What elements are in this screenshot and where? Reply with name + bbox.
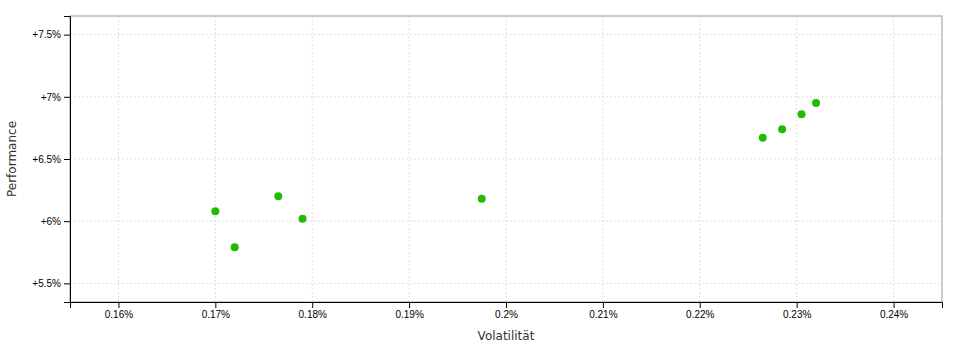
x-axis-tick-label: 0.22% xyxy=(686,309,714,320)
x-axis-tick-mark xyxy=(312,302,313,308)
x-axis-tick: 0.24% xyxy=(880,302,908,320)
x-axis-tick-label: 0.17% xyxy=(202,309,230,320)
point xyxy=(211,207,219,215)
y-axis-title: Performance xyxy=(5,121,19,197)
x-axis-tick-mark xyxy=(700,302,701,308)
x-axis-tick-mark xyxy=(215,302,216,308)
x-axis-tick-label: 0.2% xyxy=(495,309,518,320)
y-axis-tick: +7% xyxy=(41,92,70,103)
x-axis-tick-mark xyxy=(506,302,507,308)
x-axis-line xyxy=(71,303,943,309)
x-axis-tick-label: 0.19% xyxy=(395,309,423,320)
y-axis-tick: +5.5% xyxy=(32,278,70,289)
point xyxy=(478,195,486,203)
y-axis-tick-mark xyxy=(64,283,70,284)
x-axis-tick-label: 0.16% xyxy=(105,309,133,320)
grid-line-x xyxy=(409,16,410,302)
grid-line-x xyxy=(796,16,797,302)
x-axis-tick: 0.18% xyxy=(299,302,327,320)
grid-line-y xyxy=(70,34,942,35)
x-axis: 0.16% 0.17% 0.18% 0.19% 0.2% 0.21% 0.22% 0.23% 0… xyxy=(71,302,943,320)
x-axis-tick-mark xyxy=(603,302,604,308)
y-axis-tick-mark xyxy=(64,35,70,36)
y-axis-line xyxy=(64,17,71,303)
y-axis-tick: +6% xyxy=(41,216,70,227)
plot: 0.16% 0.17% 0.18% 0.19% 0.2% 0.21% 0.22% 0.23% 0… xyxy=(32,16,942,320)
x-axis-tick: 0.23% xyxy=(783,302,811,320)
plot-frame xyxy=(70,16,942,302)
grid-line-y xyxy=(70,283,942,284)
y-axis-tick-mark xyxy=(64,159,70,160)
x-axis-tick: 0.19% xyxy=(395,302,423,320)
x-axis-tick: 0.21% xyxy=(589,302,617,320)
grid xyxy=(70,16,942,302)
grid-line-x xyxy=(893,16,894,302)
x-axis-tick: 0.2% xyxy=(495,302,518,320)
x-axis-tick-mark xyxy=(797,302,798,308)
point xyxy=(778,125,786,133)
points xyxy=(211,99,820,251)
y-axis-tick-mark xyxy=(64,221,70,222)
y-axis: +5.5% +6% +6.5% +7% +7.5% xyxy=(32,17,70,303)
x-axis-tick-label: 0.21% xyxy=(589,309,617,320)
x-axis-tick-mark xyxy=(118,302,119,308)
x-axis-title: Volatilität xyxy=(478,329,535,343)
point xyxy=(299,215,307,223)
y-axis-tick: +6.5% xyxy=(32,154,70,165)
y-axis-tick-label: +7% xyxy=(41,92,61,103)
grid-line-y xyxy=(70,96,942,97)
x-axis-tick: 0.17% xyxy=(202,302,230,320)
point xyxy=(812,99,820,107)
x-axis-tick-label: 0.18% xyxy=(299,309,327,320)
y-axis-tick-mark xyxy=(64,97,70,98)
grid-line-y xyxy=(70,159,942,160)
x-axis-tick-mark xyxy=(894,302,895,308)
y-axis-tick-label: +6% xyxy=(41,216,61,227)
x-axis-tick-mark xyxy=(409,302,410,308)
x-axis-tick-label: 0.23% xyxy=(783,309,811,320)
grid-line-y xyxy=(70,221,942,222)
y-axis-tick-label: +7.5% xyxy=(32,29,61,40)
point xyxy=(759,134,767,142)
x-axis-tick: 0.16% xyxy=(105,302,133,320)
y-axis-tick-label: +5.5% xyxy=(32,278,61,289)
x-axis-tick-label: 0.24% xyxy=(880,309,908,320)
x-axis-tick: 0.22% xyxy=(686,302,714,320)
y-axis-tick-label: +6.5% xyxy=(32,154,61,165)
chart: 0.16% 0.17% 0.18% 0.19% 0.2% 0.21% 0.22% 0.23% 0… xyxy=(0,0,966,350)
y-axis-tick: +7.5% xyxy=(32,29,70,40)
point xyxy=(231,243,239,251)
point xyxy=(798,110,806,118)
point xyxy=(274,192,282,200)
